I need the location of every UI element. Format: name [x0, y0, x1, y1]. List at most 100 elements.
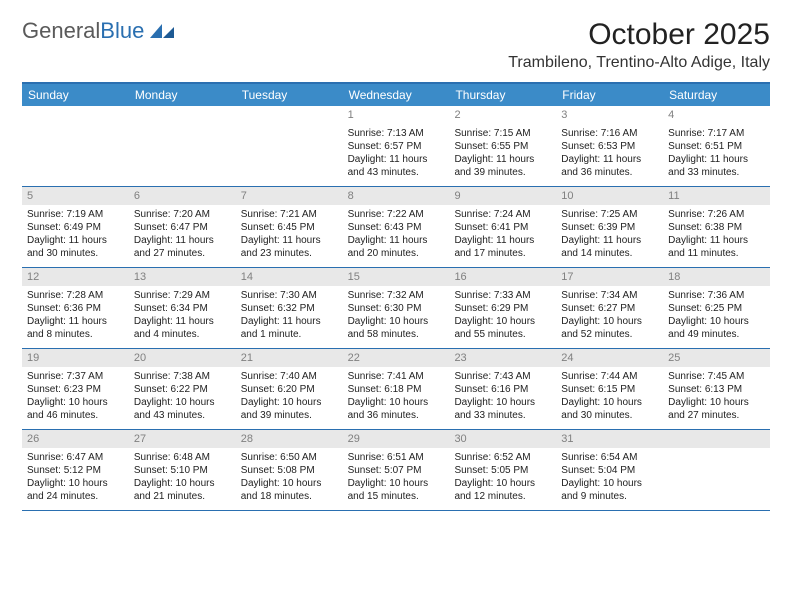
cell-line: Daylight: 10 hours	[348, 396, 445, 409]
calendar-cell: 29Sunrise: 6:51 AMSunset: 5:07 PMDayligh…	[343, 430, 450, 510]
logo-main: General	[22, 18, 100, 43]
day-number	[663, 430, 770, 448]
cell-line: Sunset: 6:55 PM	[454, 140, 551, 153]
logo-text: GeneralBlue	[22, 18, 144, 44]
day-number: 10	[556, 187, 663, 205]
cell-line: Sunset: 6:20 PM	[241, 383, 338, 396]
cell-line: and 24 minutes.	[27, 490, 124, 503]
day-number: 22	[343, 349, 450, 367]
calendar-week: 19Sunrise: 7:37 AMSunset: 6:23 PMDayligh…	[22, 349, 770, 430]
cell-line: and 49 minutes.	[668, 328, 765, 341]
cell-line: Sunrise: 7:44 AM	[561, 370, 658, 383]
day-header: Friday	[556, 84, 663, 106]
day-number: 31	[556, 430, 663, 448]
day-number: 2	[449, 106, 556, 124]
cell-line: Sunrise: 7:24 AM	[454, 208, 551, 221]
day-number: 20	[129, 349, 236, 367]
day-of-week-row: SundayMondayTuesdayWednesdayThursdayFrid…	[22, 84, 770, 106]
day-number: 13	[129, 268, 236, 286]
cell-line: Sunset: 6:18 PM	[348, 383, 445, 396]
calendar-cell: 27Sunrise: 6:48 AMSunset: 5:10 PMDayligh…	[129, 430, 236, 510]
calendar-cell	[129, 106, 236, 186]
cell-line: Sunset: 6:29 PM	[454, 302, 551, 315]
cell-line: Sunrise: 7:21 AM	[241, 208, 338, 221]
cell-line: Sunrise: 7:37 AM	[27, 370, 124, 383]
logo-sail-icon	[148, 22, 176, 40]
title-block: October 2025 Trambileno, Trentino-Alto A…	[508, 18, 770, 72]
cell-line: Sunrise: 7:36 AM	[668, 289, 765, 302]
cell-line: Daylight: 10 hours	[561, 396, 658, 409]
cell-line: Sunrise: 7:28 AM	[27, 289, 124, 302]
calendar-cell: 30Sunrise: 6:52 AMSunset: 5:05 PMDayligh…	[449, 430, 556, 510]
day-number: 26	[22, 430, 129, 448]
day-number: 30	[449, 430, 556, 448]
cell-line: and 43 minutes.	[134, 409, 231, 422]
cell-line: Daylight: 11 hours	[348, 234, 445, 247]
cell-line: and 33 minutes.	[454, 409, 551, 422]
day-number: 11	[663, 187, 770, 205]
header: GeneralBlue October 2025 Trambileno, Tre…	[22, 18, 770, 72]
calendar-week: 1Sunrise: 7:13 AMSunset: 6:57 PMDaylight…	[22, 106, 770, 187]
cell-line: and 14 minutes.	[561, 247, 658, 260]
day-number: 12	[22, 268, 129, 286]
cell-line: Daylight: 10 hours	[241, 477, 338, 490]
cell-line: Sunset: 6:41 PM	[454, 221, 551, 234]
cell-line: Daylight: 11 hours	[454, 234, 551, 247]
cell-line: Sunrise: 6:47 AM	[27, 451, 124, 464]
calendar-week: 26Sunrise: 6:47 AMSunset: 5:12 PMDayligh…	[22, 430, 770, 511]
day-number: 24	[556, 349, 663, 367]
calendar-cell: 20Sunrise: 7:38 AMSunset: 6:22 PMDayligh…	[129, 349, 236, 429]
cell-line: Daylight: 10 hours	[27, 477, 124, 490]
day-header: Saturday	[663, 84, 770, 106]
cell-line: Daylight: 10 hours	[454, 396, 551, 409]
cell-line: Sunrise: 7:30 AM	[241, 289, 338, 302]
calendar-cell: 17Sunrise: 7:34 AMSunset: 6:27 PMDayligh…	[556, 268, 663, 348]
cell-line: Daylight: 10 hours	[241, 396, 338, 409]
calendar-week: 12Sunrise: 7:28 AMSunset: 6:36 PMDayligh…	[22, 268, 770, 349]
day-number: 6	[129, 187, 236, 205]
cell-line: and 9 minutes.	[561, 490, 658, 503]
calendar-cell: 21Sunrise: 7:40 AMSunset: 6:20 PMDayligh…	[236, 349, 343, 429]
cell-line: Sunset: 5:12 PM	[27, 464, 124, 477]
day-number: 23	[449, 349, 556, 367]
cell-line: and 18 minutes.	[241, 490, 338, 503]
cell-line: and 15 minutes.	[348, 490, 445, 503]
day-header: Wednesday	[343, 84, 450, 106]
day-header: Sunday	[22, 84, 129, 106]
cell-line: Daylight: 10 hours	[348, 477, 445, 490]
cell-line: Sunset: 6:25 PM	[668, 302, 765, 315]
day-number: 3	[556, 106, 663, 124]
calendar-cell: 22Sunrise: 7:41 AMSunset: 6:18 PMDayligh…	[343, 349, 450, 429]
cell-line: Daylight: 11 hours	[241, 315, 338, 328]
calendar-cell: 2Sunrise: 7:15 AMSunset: 6:55 PMDaylight…	[449, 106, 556, 186]
calendar-cell: 7Sunrise: 7:21 AMSunset: 6:45 PMDaylight…	[236, 187, 343, 267]
cell-line: Daylight: 10 hours	[454, 477, 551, 490]
calendar-cell: 12Sunrise: 7:28 AMSunset: 6:36 PMDayligh…	[22, 268, 129, 348]
day-number: 1	[343, 106, 450, 124]
day-number: 14	[236, 268, 343, 286]
day-header: Thursday	[449, 84, 556, 106]
day-number: 16	[449, 268, 556, 286]
calendar-cell: 26 Sunrise: 6:47 AMSunset: 5:12 PMDayligh…	[22, 430, 129, 510]
calendar-cell: 14Sunrise: 7:30 AMSunset: 6:32 PMDayligh…	[236, 268, 343, 348]
cell-line: Sunset: 6:53 PM	[561, 140, 658, 153]
day-number: 21	[236, 349, 343, 367]
cell-line: Daylight: 10 hours	[668, 396, 765, 409]
cell-line: Daylight: 10 hours	[348, 315, 445, 328]
cell-line: Sunrise: 7:32 AM	[348, 289, 445, 302]
cell-line: Sunset: 6:34 PM	[134, 302, 231, 315]
cell-line: Daylight: 11 hours	[134, 234, 231, 247]
cell-line: Daylight: 11 hours	[27, 315, 124, 328]
cell-line: Sunrise: 7:33 AM	[454, 289, 551, 302]
cell-line: Sunset: 6:13 PM	[668, 383, 765, 396]
calendar-week: 5Sunrise: 7:19 AMSunset: 6:49 PMDaylight…	[22, 187, 770, 268]
cell-line: Sunset: 6:49 PM	[27, 221, 124, 234]
cell-line: and 27 minutes.	[668, 409, 765, 422]
cell-line: Daylight: 11 hours	[27, 234, 124, 247]
cell-line: Daylight: 11 hours	[241, 234, 338, 247]
cell-line: and 58 minutes.	[348, 328, 445, 341]
calendar-cell	[22, 106, 129, 186]
cell-line: Daylight: 11 hours	[348, 153, 445, 166]
cell-line: and 33 minutes.	[668, 166, 765, 179]
cell-line: Sunset: 6:57 PM	[348, 140, 445, 153]
